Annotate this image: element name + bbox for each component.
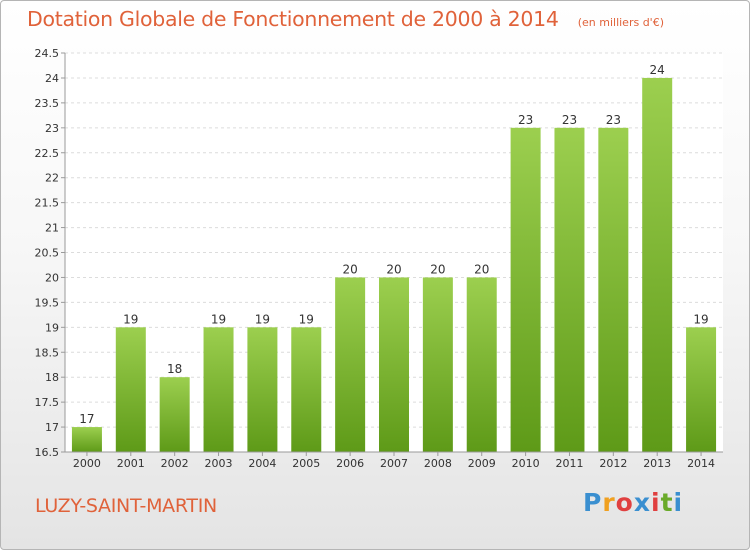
- data-labels: 17 19 18 19 19 19 20 20 20 20 23 23 23 24 19: [79, 63, 708, 426]
- data-label-2005: 19: [299, 312, 314, 326]
- x-tick-label: 2004: [248, 457, 276, 470]
- data-label-2011: 23: [562, 113, 577, 127]
- bars: [71, 77, 717, 452]
- bar-2010: [510, 127, 541, 452]
- y-tick-label: 17: [45, 421, 59, 434]
- y-tick-label: 19: [45, 321, 59, 334]
- logo-letter: r: [602, 488, 616, 517]
- chart-title: Dotation Globale de Fonctionnement de 20…: [27, 7, 559, 31]
- x-tick-label: 2013: [643, 457, 671, 470]
- x-tick-label: 2003: [205, 457, 233, 470]
- y-tick-label: 18.5: [35, 346, 60, 359]
- y-tick-label: 20: [45, 271, 59, 284]
- bar-2005: [291, 327, 322, 452]
- data-label-2004: 19: [255, 312, 270, 326]
- bar-2012: [598, 127, 629, 452]
- y-tick-label: 24.5: [35, 47, 60, 60]
- y-tick-label: 17.5: [35, 396, 60, 409]
- y-tick-label: 24: [45, 72, 59, 85]
- data-label-2001: 19: [123, 312, 138, 326]
- logo-letter: i: [673, 488, 684, 517]
- bar-2009: [466, 277, 497, 452]
- bar-2006: [335, 277, 366, 452]
- bar-2004: [247, 327, 278, 452]
- x-tick-label: 2009: [468, 457, 496, 470]
- x-tick-label: 2012: [599, 457, 627, 470]
- y-tick-label: 19.5: [35, 296, 60, 309]
- logo-letter: P: [583, 488, 603, 517]
- x-tick-label: 2002: [161, 457, 189, 470]
- y-tick-label: 21: [45, 222, 59, 235]
- x-tick-label: 2006: [336, 457, 364, 470]
- data-label-2008: 20: [430, 262, 445, 276]
- x-tick-label: 2014: [687, 457, 715, 470]
- data-label-2010: 23: [518, 113, 533, 127]
- x-tick-label: 2011: [555, 457, 583, 470]
- bar-2008: [422, 277, 453, 452]
- logo-letter: o: [615, 488, 634, 517]
- data-label-2000: 17: [79, 412, 94, 426]
- logo-letter: i: [651, 488, 661, 517]
- data-label-2002: 18: [167, 362, 182, 376]
- bar-2007: [379, 277, 409, 452]
- data-label-2007: 20: [386, 262, 401, 276]
- x-axis-ticks: 2000 2001 2002 2003 2004 2005 2006 2007 2008 2009…: [73, 452, 715, 470]
- x-tick-label: 2001: [117, 457, 145, 470]
- bar-2014: [686, 327, 717, 452]
- logo-letter: x: [633, 488, 651, 517]
- x-tick-label: 2000: [73, 457, 101, 470]
- commune-name: LUZY-SAINT-MARTIN: [35, 495, 217, 517]
- y-tick-label: 18: [45, 371, 59, 384]
- bar-2001: [115, 327, 146, 452]
- y-tick-label: 22.5: [35, 147, 60, 160]
- bar-2013: [642, 77, 673, 452]
- data-label-2013: 24: [650, 63, 665, 77]
- bar-2000: [71, 427, 102, 452]
- title-row: Dotation Globale de Fonctionnement de 20…: [27, 7, 664, 31]
- x-tick-label: 2005: [292, 457, 320, 470]
- bar-2002: [159, 377, 190, 452]
- data-label-2012: 23: [606, 113, 621, 127]
- y-axis-ticks: 16.5 17 17.5 18 18.5 19 19.5 20 20.5 21 21.5 22 22.5…: [35, 47, 65, 459]
- data-label-2003: 19: [211, 312, 226, 326]
- y-tick-label: 20.5: [35, 247, 60, 260]
- x-tick-label: 2007: [380, 457, 408, 470]
- chart-subtitle: (en milliers d'€): [577, 16, 664, 29]
- y-tick-label: 23.5: [35, 97, 60, 110]
- data-label-2009: 20: [474, 262, 489, 276]
- bar-2011: [554, 127, 585, 452]
- y-tick-label: 21.5: [35, 197, 60, 210]
- data-label-2014: 19: [693, 312, 708, 326]
- y-tick-label: 23: [45, 122, 59, 135]
- x-tick-label: 2008: [424, 457, 452, 470]
- logo-letter: t: [660, 488, 674, 517]
- data-label-2006: 20: [342, 262, 357, 276]
- bar-2003: [203, 327, 234, 452]
- proxiti-logo: Proxiti: [583, 488, 683, 517]
- y-tick-label: 22: [45, 172, 59, 185]
- x-tick-label: 2010: [512, 457, 540, 470]
- y-tick-label: 16.5: [35, 446, 60, 459]
